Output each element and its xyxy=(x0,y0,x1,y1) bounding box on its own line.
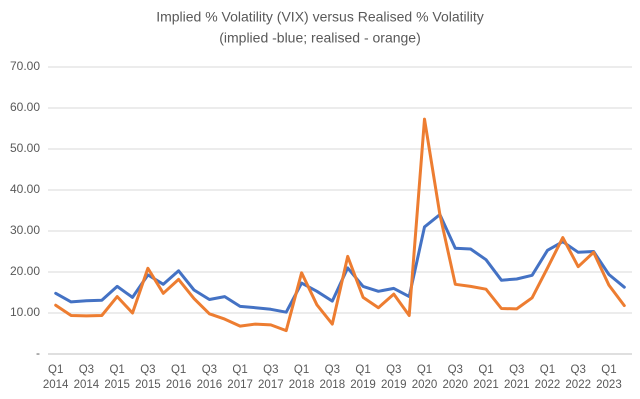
x-tick-label: Q1 2016 xyxy=(165,364,192,391)
y-tick-label: 50.00 xyxy=(10,141,40,155)
x-tick-label: Q3 2020 xyxy=(442,364,469,391)
line-series xyxy=(54,213,626,314)
y-tick-label: 40.00 xyxy=(10,182,40,196)
x-tick-label: Q3 2022 xyxy=(565,364,591,391)
x-tick-label: Q3 2017 xyxy=(258,364,284,391)
x-tick-label: Q1 2020 xyxy=(411,364,438,391)
x-tick-label: Q1 2014 xyxy=(42,364,69,391)
x-tick-label: Q1 2022 xyxy=(534,364,561,391)
x-tick-label: Q1 2015 xyxy=(104,364,130,391)
x-tick-label: Q1 2017 xyxy=(227,364,253,391)
x-tick-label: Q3 2021 xyxy=(503,364,530,391)
chart-subtitle: (implied -blue; realised - orange) xyxy=(219,30,421,46)
y-tick-label: 30.00 xyxy=(10,223,40,237)
x-tick-label: Q1 2021 xyxy=(473,364,499,391)
y-tick-label: 20.00 xyxy=(10,264,40,278)
y-tick-label: - xyxy=(36,346,40,360)
x-tick-label: Q3 2014 xyxy=(73,364,100,391)
x-tick-label: Q3 2019 xyxy=(380,364,407,391)
y-tick-label: 70.00 xyxy=(10,59,40,73)
x-tick-label: Q1 2023 xyxy=(596,364,622,391)
x-tick-label: Q1 2018 xyxy=(288,364,315,391)
y-tick-label: 60.00 xyxy=(10,100,40,114)
chart-title: Implied % Volatility (VIX) versus Realis… xyxy=(156,9,484,25)
x-tick-label: Q3 2018 xyxy=(319,364,346,391)
line-series xyxy=(54,117,626,333)
x-tick-label: Q3 2016 xyxy=(196,364,223,391)
x-tick-label: Q1 2019 xyxy=(350,364,376,391)
x-tick-label: Q3 2015 xyxy=(135,364,161,391)
y-tick-label: 10.00 xyxy=(10,305,40,319)
